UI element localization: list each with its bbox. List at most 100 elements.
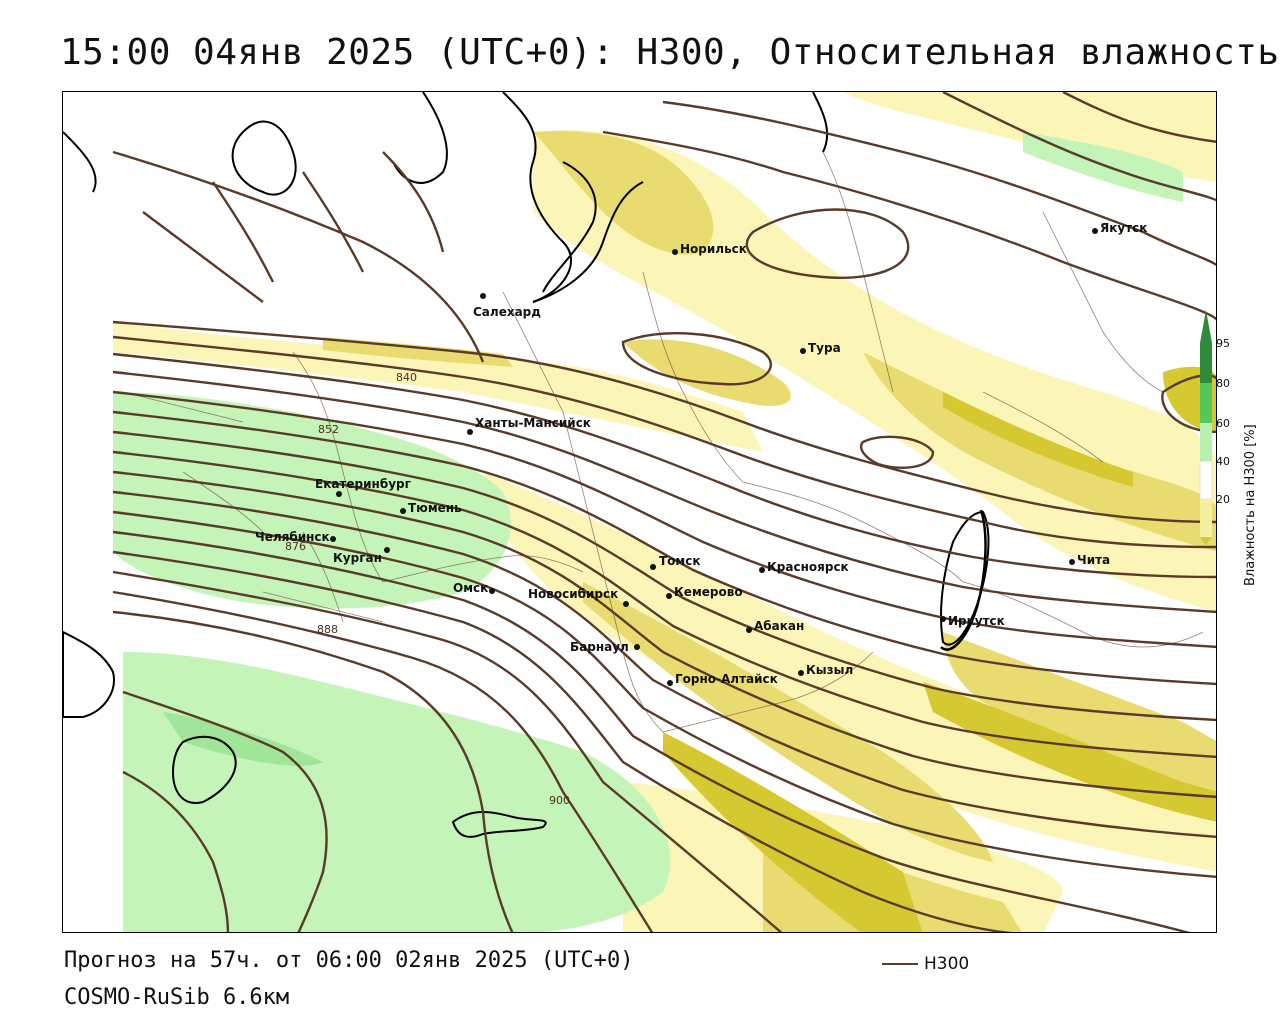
h300-contour xyxy=(745,208,910,279)
legend-arrow-bottom xyxy=(1200,537,1212,545)
city-label: Томск xyxy=(659,554,701,568)
humidity-area-mid xyxy=(583,582,993,862)
contour-label: 840 xyxy=(396,371,417,384)
h300-contour xyxy=(212,181,275,283)
legend-tick: 40 xyxy=(1216,455,1230,468)
h300-contour xyxy=(859,435,935,469)
h300-contour xyxy=(602,130,1216,321)
city-label: Кемерово xyxy=(674,585,743,599)
city-marker[interactable]: Курган xyxy=(333,547,390,565)
h300-contour xyxy=(112,510,1216,879)
legend-tick: 80 xyxy=(1216,377,1230,390)
h300-contour xyxy=(112,335,1216,549)
h300-contour xyxy=(1161,374,1216,434)
h300-contour xyxy=(122,770,230,932)
city-label: Чита xyxy=(1077,553,1110,567)
city-label: Салехард xyxy=(473,305,541,319)
contour-labels: 840 852 876 888 900 xyxy=(285,371,570,807)
series-legend-line xyxy=(882,963,918,965)
city-marker[interactable]: Иркутск xyxy=(940,614,1005,628)
coastline xyxy=(940,510,990,646)
city-marker[interactable]: Челябинск xyxy=(255,530,336,544)
admin-border xyxy=(662,651,874,733)
map-title: 15:00 04янв 2025 (UTC+0): H300, Относите… xyxy=(60,32,1280,73)
city-marker[interactable]: Салехард xyxy=(473,293,541,319)
city-marker[interactable]: Новосибирск xyxy=(528,587,629,607)
h300-contour xyxy=(112,530,1191,932)
contour-label: 888 xyxy=(317,623,338,636)
legend-arrow-top xyxy=(1200,310,1212,343)
legend-swatch-95 xyxy=(1200,343,1212,383)
humidity-area-mid xyxy=(623,339,791,406)
city-label: Тура xyxy=(808,341,841,355)
city-marker[interactable]: Ханты-Мансийск xyxy=(467,416,591,435)
coastlines xyxy=(63,92,990,838)
city-label: Тюмень xyxy=(408,501,462,515)
legend-title-text: Влажность на H300 [%] xyxy=(1243,424,1258,586)
city-marker[interactable]: Тура xyxy=(800,341,841,355)
map-canvas: 840 852 876 888 900 Якутск Норильск Сале… xyxy=(63,92,1216,932)
h300-contour xyxy=(112,610,514,932)
forecast-info: Прогноз на 57ч. от 06:00 02янв 2025 (UTC… xyxy=(64,948,634,973)
city-label: Горно-Алтайск xyxy=(675,672,778,686)
humidity-area-strong xyxy=(943,392,1133,487)
admin-border xyxy=(1042,211,1164,393)
coastline xyxy=(63,131,97,193)
h300-contour xyxy=(112,320,1216,524)
h300-contour xyxy=(112,550,1013,932)
h300-contour xyxy=(302,171,365,273)
city-label: Якутск xyxy=(1100,221,1147,235)
legend-tick: 95 xyxy=(1216,337,1230,350)
city-marker[interactable]: Омск xyxy=(453,581,495,595)
city-marker[interactable]: Горно-Алтайск xyxy=(667,672,778,686)
h300-contour xyxy=(621,332,772,386)
admin-border xyxy=(182,471,264,533)
h300-contour xyxy=(112,490,1216,839)
map-panel[interactable]: 840 852 876 888 900 Якутск Норильск Сале… xyxy=(62,91,1217,933)
city-label: Екатеринбург xyxy=(315,477,411,491)
city-marker[interactable]: Кемерово xyxy=(666,585,743,599)
city-marker[interactable]: Абакан xyxy=(746,619,804,633)
coastline xyxy=(542,161,597,293)
city-marker[interactable]: Кызыл xyxy=(798,663,853,677)
city-marker[interactable]: Томск xyxy=(650,554,701,570)
admin-border xyxy=(262,591,384,623)
h300-contour xyxy=(382,151,445,253)
legend-swatch-20 xyxy=(1200,499,1212,537)
city-label: Кызыл xyxy=(806,663,853,677)
city-label: Челябинск xyxy=(255,530,330,544)
admin-border xyxy=(822,151,894,393)
admin-border xyxy=(382,555,584,583)
h300-contour xyxy=(1062,92,1216,143)
humidity-area-strong xyxy=(923,682,1216,822)
admin-border xyxy=(292,351,384,583)
admin-border xyxy=(982,391,1104,463)
coastline xyxy=(171,735,237,804)
humidity-area-mid xyxy=(533,131,714,255)
city-label: Абакан xyxy=(754,619,804,633)
city-marker[interactable]: Красноярск xyxy=(759,560,849,574)
city-marker[interactable]: Норильск xyxy=(672,242,747,256)
city-label: Барнаул xyxy=(570,640,629,654)
city-label: Иркутск xyxy=(948,614,1005,628)
h300-contours xyxy=(112,92,1216,932)
h300-contour xyxy=(112,410,1216,686)
city-label: Курган xyxy=(333,551,382,565)
h300-contour xyxy=(112,570,783,932)
city-marker[interactable]: Екатеринбург xyxy=(315,477,411,497)
contour-label: 900 xyxy=(549,794,570,807)
admin-border xyxy=(502,291,594,533)
city-marker[interactable]: Якутск xyxy=(1092,221,1147,235)
city-marker[interactable]: Тюмень xyxy=(400,501,462,515)
h300-contour xyxy=(112,430,1216,722)
city-marker[interactable]: Чита xyxy=(1069,553,1110,567)
city-label: Новосибирск xyxy=(528,587,618,601)
coastline xyxy=(812,92,829,153)
coastline xyxy=(392,92,448,184)
city-label: Ханты-Мансийск xyxy=(475,416,591,430)
admin-border xyxy=(642,271,744,483)
h300-contour xyxy=(112,390,1216,649)
h300-contour xyxy=(942,92,1216,202)
city-marker[interactable]: Барнаул xyxy=(570,640,640,654)
h300-contour xyxy=(142,211,264,303)
